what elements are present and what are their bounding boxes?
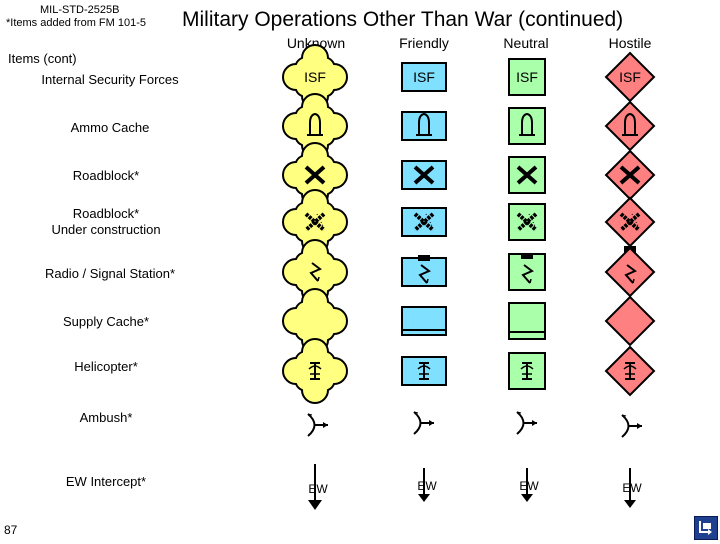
column-header-hostile: Hostile [608,35,652,51]
symbol-unknown-helicopter [282,338,348,404]
row-label-radio-signal-station: Radio / Signal Station* [44,266,176,281]
ew-text: EW [519,479,539,493]
standard-label: MIL-STD-2525B [40,4,120,16]
row-label-ammo-cache: Ammo Cache [70,120,150,135]
isf-text: ISF [413,69,435,85]
row-label-roadblock: Roadblock* [72,168,140,183]
ambush-arrow-icon [621,414,643,438]
row-label-isf: Internal Security Forces [41,72,179,87]
row-label-ambush: Ambush* [79,410,133,425]
symbol-friendly-roadblock-uc [401,207,447,237]
symbol-hostile-isf: ISF [605,52,655,102]
column-header-unknown: Unknown [286,35,346,51]
row-label-line: Under construction [51,222,161,237]
page-number: 87 [4,523,18,537]
symbol-hostile-radio-station [605,246,655,297]
symbol-neutral-ew-intercept: EW [519,468,539,502]
symbol-neutral-roadblock [508,156,546,194]
symbol-hostile-roadblock-uc [605,197,655,247]
symbol-unknown-ew-intercept: EW [308,464,328,510]
symbol-neutral-radio-station [508,253,546,291]
home-return-icon [699,521,712,535]
symbol-hostile-ew-intercept: EW [622,468,642,508]
symbol-hostile-helicopter [605,346,655,396]
symbol-neutral-helicopter [508,352,546,390]
ambush-arrow-icon [413,411,435,435]
symbol-neutral-ambush [516,411,538,435]
symbol-hostile-roadblock [605,150,655,200]
symbol-neutral-roadblock-uc [508,203,546,241]
column-header-friendly: Friendly [399,35,449,51]
row-label-roadblock-under-construction: Roadblock* Under construction [0,206,216,238]
row-label-helicopter: Helicopter* [74,359,138,374]
row-label-supply-cache: Supply Cache* [63,314,149,329]
symbol-friendly-helicopter [401,356,447,386]
isf-text: ISF [304,69,326,85]
page-title: Military Operations Other Than War (cont… [182,8,624,31]
ew-text: EW [308,482,328,496]
section-label: Items (cont) [8,51,77,66]
source-note: *Items added from FM 101-5 [6,17,147,29]
ew-text: EW [417,479,437,493]
symbol-hostile-ammo-cache [605,101,655,151]
ambush-arrow-icon [516,411,538,435]
symbol-unknown-isf: ISF [282,44,348,110]
symbol-friendly-ammo-cache [401,111,447,141]
symbol-friendly-ambush [413,411,435,435]
ambush-arrow-icon [307,413,329,437]
symbol-unknown-ambush [307,413,329,437]
ew-text: EW [622,481,642,495]
isf-text: ISF [619,69,641,85]
symbol-friendly-isf: ISF [401,62,447,92]
column-header-neutral: Neutral [503,35,549,51]
symbol-friendly-ew-intercept: EW [417,468,437,502]
row-label-ew-intercept: EW Intercept* [65,474,147,489]
symbol-neutral-supply-cache [508,302,546,340]
symbol-hostile-ambush [621,414,643,438]
symbol-neutral-isf: ISF [508,58,546,96]
row-label-line: Roadblock* [72,206,140,221]
symbol-unknown-radio-station [282,239,348,305]
symbol-friendly-roadblock [401,160,447,190]
symbol-neutral-ammo-cache [508,107,546,145]
symbol-friendly-supply-cache [401,306,447,336]
symbol-hostile-supply-cache [605,296,655,346]
isf-text: ISF [516,69,538,85]
home-button[interactable] [694,516,718,540]
symbol-friendly-radio-station [401,255,447,287]
